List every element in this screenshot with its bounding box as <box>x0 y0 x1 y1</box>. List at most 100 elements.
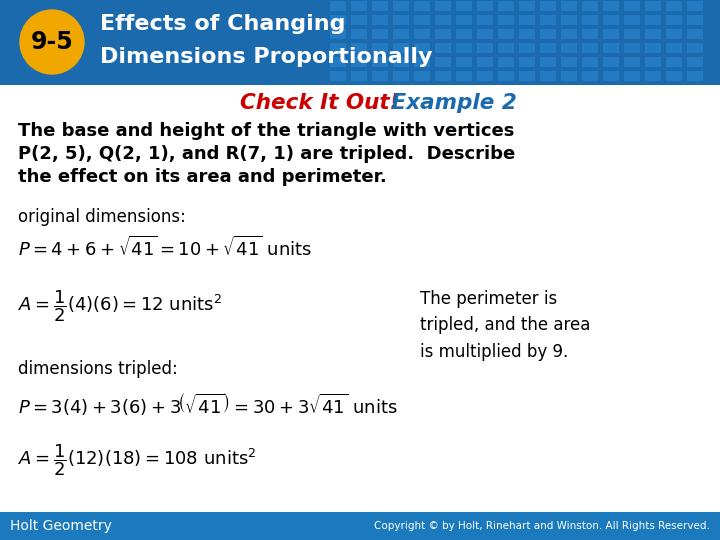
FancyBboxPatch shape <box>687 29 703 39</box>
FancyBboxPatch shape <box>456 1 472 11</box>
Text: $P = 4 + 6 + \sqrt{41} = 10 + \sqrt{41}\ \mathrm{units}$: $P = 4 + 6 + \sqrt{41} = 10 + \sqrt{41}\… <box>18 236 312 260</box>
FancyBboxPatch shape <box>372 43 388 53</box>
FancyBboxPatch shape <box>393 71 409 81</box>
FancyBboxPatch shape <box>435 29 451 39</box>
FancyBboxPatch shape <box>330 29 346 39</box>
FancyBboxPatch shape <box>519 57 535 67</box>
FancyBboxPatch shape <box>582 1 598 11</box>
FancyBboxPatch shape <box>498 1 514 11</box>
FancyBboxPatch shape <box>351 1 367 11</box>
Text: P(2, 5), Q(2, 1), and R(7, 1) are tripled.  Describe: P(2, 5), Q(2, 1), and R(7, 1) are triple… <box>18 145 516 163</box>
FancyBboxPatch shape <box>687 57 703 67</box>
FancyBboxPatch shape <box>624 57 640 67</box>
FancyBboxPatch shape <box>435 43 451 53</box>
FancyBboxPatch shape <box>561 29 577 39</box>
FancyBboxPatch shape <box>435 57 451 67</box>
Text: The base and height of the triangle with vertices: The base and height of the triangle with… <box>18 122 514 140</box>
FancyBboxPatch shape <box>351 57 367 67</box>
FancyBboxPatch shape <box>540 57 556 67</box>
FancyBboxPatch shape <box>666 1 682 11</box>
FancyBboxPatch shape <box>519 29 535 39</box>
FancyBboxPatch shape <box>603 71 619 81</box>
FancyBboxPatch shape <box>561 57 577 67</box>
FancyBboxPatch shape <box>0 512 720 540</box>
FancyBboxPatch shape <box>603 29 619 39</box>
FancyBboxPatch shape <box>603 1 619 11</box>
FancyBboxPatch shape <box>477 29 493 39</box>
FancyBboxPatch shape <box>666 29 682 39</box>
FancyBboxPatch shape <box>561 71 577 81</box>
Text: The perimeter is
tripled, and the area
is multiplied by 9.: The perimeter is tripled, and the area i… <box>420 290 590 361</box>
FancyBboxPatch shape <box>540 29 556 39</box>
FancyBboxPatch shape <box>372 1 388 11</box>
FancyBboxPatch shape <box>645 15 661 25</box>
FancyBboxPatch shape <box>624 15 640 25</box>
Text: $A = \dfrac{1}{2}(12)(18) = 108\ \mathrm{units}^2$: $A = \dfrac{1}{2}(12)(18) = 108\ \mathrm… <box>18 442 256 478</box>
Text: Effects of Changing: Effects of Changing <box>100 14 346 34</box>
FancyBboxPatch shape <box>477 15 493 25</box>
FancyBboxPatch shape <box>330 43 346 53</box>
FancyBboxPatch shape <box>603 57 619 67</box>
FancyBboxPatch shape <box>561 15 577 25</box>
FancyBboxPatch shape <box>330 15 346 25</box>
FancyBboxPatch shape <box>414 57 430 67</box>
FancyBboxPatch shape <box>645 43 661 53</box>
FancyBboxPatch shape <box>456 71 472 81</box>
FancyBboxPatch shape <box>687 1 703 11</box>
FancyBboxPatch shape <box>414 71 430 81</box>
Text: $P = 3(4) + 3(6) + 3\!\left(\sqrt{41}\right) = 30 + 3\sqrt{41}\ \mathrm{units}$: $P = 3(4) + 3(6) + 3\!\left(\sqrt{41}\ri… <box>18 390 397 417</box>
FancyBboxPatch shape <box>456 15 472 25</box>
FancyBboxPatch shape <box>351 29 367 39</box>
FancyBboxPatch shape <box>351 15 367 25</box>
FancyBboxPatch shape <box>393 15 409 25</box>
Text: Copyright © by Holt, Rinehart and Winston. All Rights Reserved.: Copyright © by Holt, Rinehart and Winsto… <box>374 521 710 531</box>
FancyBboxPatch shape <box>666 71 682 81</box>
FancyBboxPatch shape <box>582 71 598 81</box>
FancyBboxPatch shape <box>519 1 535 11</box>
FancyBboxPatch shape <box>477 43 493 53</box>
FancyBboxPatch shape <box>624 1 640 11</box>
FancyBboxPatch shape <box>645 57 661 67</box>
Text: Check It Out!: Check It Out! <box>240 93 400 113</box>
FancyBboxPatch shape <box>666 43 682 53</box>
Circle shape <box>20 10 84 74</box>
FancyBboxPatch shape <box>330 1 346 11</box>
FancyBboxPatch shape <box>393 1 409 11</box>
FancyBboxPatch shape <box>687 15 703 25</box>
Text: Example 2: Example 2 <box>384 93 517 113</box>
FancyBboxPatch shape <box>498 43 514 53</box>
Text: Holt Geometry: Holt Geometry <box>10 519 112 533</box>
Text: the effect on its area and perimeter.: the effect on its area and perimeter. <box>18 168 387 186</box>
FancyBboxPatch shape <box>435 15 451 25</box>
FancyBboxPatch shape <box>498 15 514 25</box>
FancyBboxPatch shape <box>477 71 493 81</box>
FancyBboxPatch shape <box>540 43 556 53</box>
FancyBboxPatch shape <box>330 57 346 67</box>
FancyBboxPatch shape <box>540 15 556 25</box>
FancyBboxPatch shape <box>372 29 388 39</box>
FancyBboxPatch shape <box>645 1 661 11</box>
FancyBboxPatch shape <box>456 43 472 53</box>
FancyBboxPatch shape <box>456 57 472 67</box>
FancyBboxPatch shape <box>351 71 367 81</box>
FancyBboxPatch shape <box>624 29 640 39</box>
FancyBboxPatch shape <box>393 29 409 39</box>
FancyBboxPatch shape <box>519 43 535 53</box>
FancyBboxPatch shape <box>561 43 577 53</box>
FancyBboxPatch shape <box>561 1 577 11</box>
FancyBboxPatch shape <box>603 43 619 53</box>
FancyBboxPatch shape <box>540 71 556 81</box>
FancyBboxPatch shape <box>582 15 598 25</box>
FancyBboxPatch shape <box>666 57 682 67</box>
FancyBboxPatch shape <box>414 43 430 53</box>
FancyBboxPatch shape <box>666 15 682 25</box>
FancyBboxPatch shape <box>582 43 598 53</box>
Text: 9-5: 9-5 <box>31 30 73 54</box>
FancyBboxPatch shape <box>519 15 535 25</box>
FancyBboxPatch shape <box>582 57 598 67</box>
FancyBboxPatch shape <box>687 43 703 53</box>
FancyBboxPatch shape <box>456 29 472 39</box>
FancyBboxPatch shape <box>645 29 661 39</box>
FancyBboxPatch shape <box>393 57 409 67</box>
FancyBboxPatch shape <box>372 15 388 25</box>
